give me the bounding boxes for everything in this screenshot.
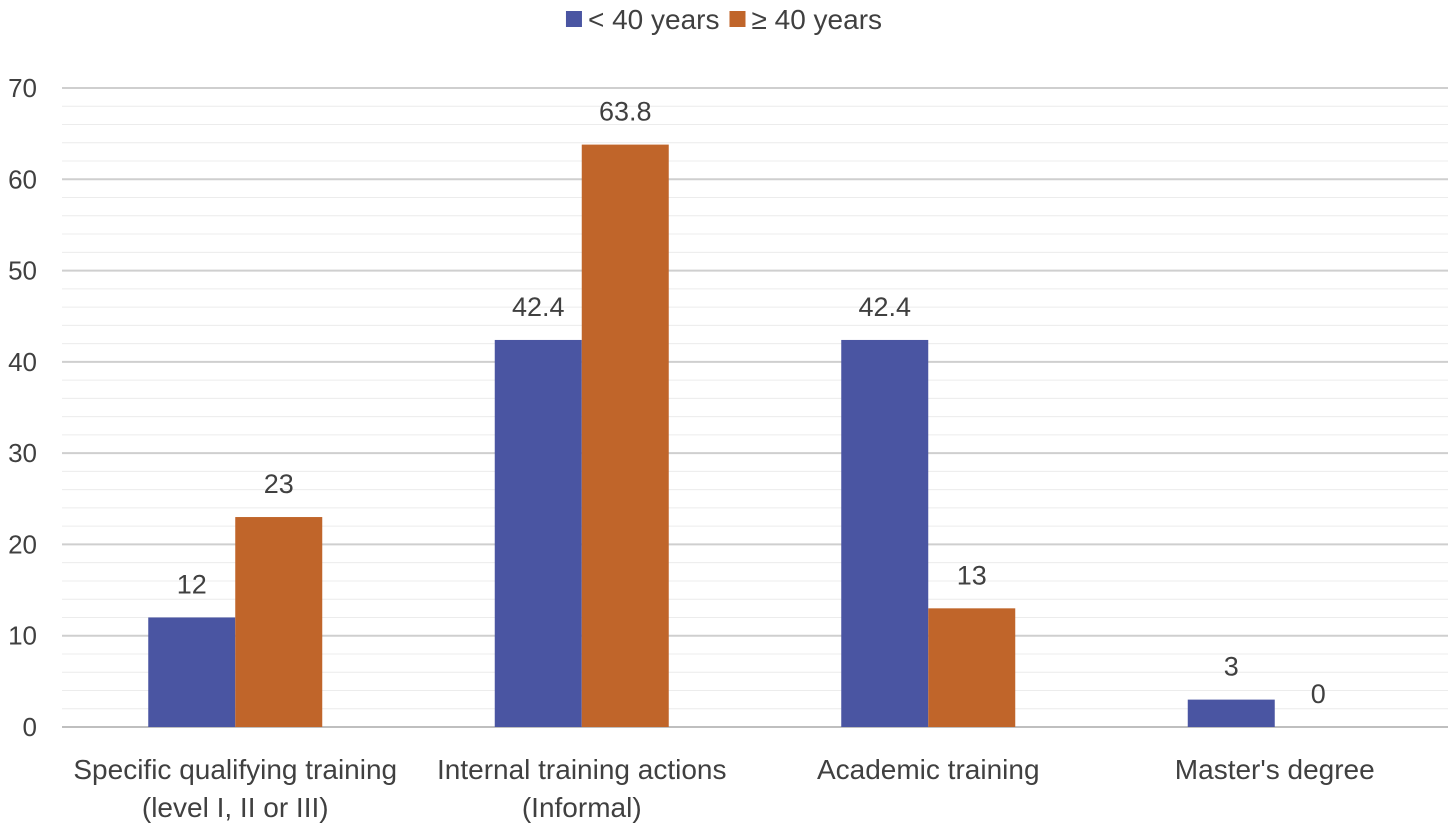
y-tick-label: 60 bbox=[8, 164, 37, 194]
bar bbox=[235, 517, 323, 727]
y-tick-label: 30 bbox=[8, 438, 37, 468]
bar bbox=[494, 339, 582, 727]
bar bbox=[841, 339, 929, 727]
data-label: 23 bbox=[264, 469, 294, 499]
y-tick-label: 70 bbox=[8, 73, 37, 103]
bar bbox=[1187, 699, 1275, 727]
x-tick-label: Specific qualifying training bbox=[73, 754, 397, 785]
data-label: 13 bbox=[957, 560, 987, 590]
y-tick-label: 20 bbox=[8, 529, 37, 559]
x-axis: Specific qualifying training (level I, II… bbox=[73, 754, 1374, 823]
y-axis: 0 10 20 30 40 50 60 70 bbox=[8, 73, 37, 742]
legend-label: < 40 years bbox=[588, 4, 720, 35]
legend-label: ≥ 40 years bbox=[751, 4, 882, 35]
x-tick-label: Academic training bbox=[817, 754, 1040, 785]
legend-swatch bbox=[729, 11, 746, 27]
data-label: 0 bbox=[1311, 679, 1326, 709]
x-tick-label: Master's degree bbox=[1175, 754, 1375, 785]
legend: < 40 years ≥ 40 years bbox=[565, 4, 882, 35]
x-tick-label: Internal training actions bbox=[437, 754, 727, 785]
data-label: 42.4 bbox=[512, 292, 565, 322]
bar-layer bbox=[148, 144, 1275, 727]
bar bbox=[581, 144, 669, 727]
y-tick-label: 50 bbox=[8, 256, 37, 286]
x-tick-label: (Informal) bbox=[522, 792, 642, 823]
data-label: 63.8 bbox=[599, 97, 652, 127]
data-label: 12 bbox=[177, 569, 207, 599]
data-label-layer: 12 23 42.4 63.8 42.4 13 3 0 bbox=[177, 97, 1326, 709]
y-tick-label: 40 bbox=[8, 347, 37, 377]
bar bbox=[928, 608, 1016, 727]
legend-swatch bbox=[565, 11, 582, 27]
y-tick-label: 0 bbox=[23, 712, 37, 742]
data-label: 42.4 bbox=[858, 292, 911, 322]
bar bbox=[148, 617, 236, 727]
y-tick-label: 10 bbox=[8, 621, 37, 651]
data-label: 3 bbox=[1224, 652, 1239, 682]
x-tick-label: (level I, II or III) bbox=[142, 792, 329, 823]
